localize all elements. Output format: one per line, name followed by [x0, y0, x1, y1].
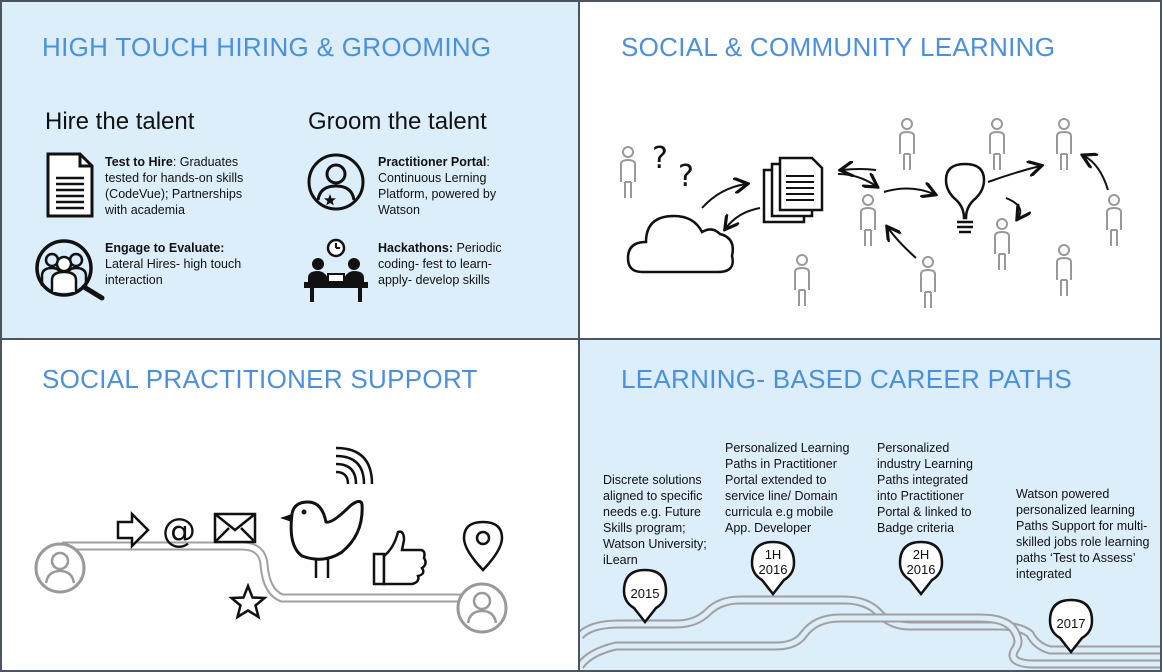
support-title: SOCIAL PRACTITIONER SUPPORT — [42, 364, 478, 394]
group-magnifier-icon — [32, 238, 106, 302]
milestone-2017-label: 2017 — [1056, 616, 1086, 631]
milestone-2015-label: 2015 — [630, 586, 660, 601]
star-icon — [228, 582, 268, 620]
person-icon — [1056, 244, 1072, 297]
map-pin-icon — [1048, 598, 1094, 654]
location-pin-icon — [462, 520, 504, 572]
person-icon — [920, 256, 936, 309]
question-mark-icon: ? — [652, 141, 668, 176]
question-mark-icon: ? — [678, 159, 694, 194]
envelope-icon — [213, 512, 257, 544]
career-title: LEARNING- BASED CAREER PATHS — [621, 364, 1072, 394]
lightbulb-icon — [944, 162, 986, 234]
coders-at-desk-icon — [302, 238, 370, 304]
at-sign-icon: @ — [162, 511, 196, 551]
document-icon — [46, 152, 94, 218]
bird-icon — [280, 499, 364, 578]
user-star-icon — [306, 152, 366, 212]
support-journey-diagram: @ — [2, 442, 578, 662]
map-pin-icon — [898, 540, 944, 596]
map-pin-icon — [750, 540, 796, 596]
milestone-1h2016-label: 1H 2016 — [758, 547, 788, 577]
milestone-1h2016-text: Personalized Learning Paths in Practitio… — [725, 441, 850, 535]
milestone-2015-text: Discrete solutions aligned to specific n… — [603, 473, 707, 567]
milestone-2h2016-label: 2H 2016 — [906, 547, 936, 577]
person-icon — [994, 218, 1010, 271]
engage-to-evaluate-text: Engage to Evaluate: Lateral Hires- high … — [105, 241, 242, 287]
person-icon — [620, 146, 636, 199]
thumbs-up-icon — [372, 530, 427, 586]
person-icon — [899, 118, 915, 171]
person-icon — [989, 118, 1005, 171]
person-icon — [1106, 194, 1122, 247]
hire-heading: Hire the talent — [45, 108, 195, 135]
avatar-start-icon — [34, 542, 86, 594]
person-icon — [1056, 118, 1072, 171]
community-title: SOCIAL & COMMUNITY LEARNING — [621, 32, 1056, 62]
avatar-end-icon — [456, 582, 508, 634]
flow-arrows — [701, 156, 1109, 259]
hackathons-text: Hackathons: Periodic coding- fest to lea… — [378, 241, 502, 287]
milestone-2h2016-text: Personalized industry Learning Paths int… — [877, 441, 973, 535]
milestone-2017-text: Watson powered personalized learning Pat… — [1016, 487, 1150, 581]
cloud-icon — [626, 214, 734, 274]
person-icon — [860, 194, 876, 247]
hiring-title: HIGH TOUCH HIRING & GROOMING — [42, 32, 492, 62]
community-network-diagram: ? ? — [580, 92, 1160, 338]
arrow-right-icon — [116, 510, 150, 550]
documents-icon — [762, 156, 824, 224]
career-road-path — [580, 582, 1160, 670]
horizontal-divider — [2, 338, 1160, 340]
person-icon — [794, 254, 810, 307]
hiring-panel — [2, 2, 578, 338]
test-to-hire-text: Test to Hire: Graduates tested for hands… — [105, 155, 244, 217]
groom-heading: Groom the talent — [308, 108, 487, 135]
vertical-divider — [578, 2, 580, 670]
practitioner-portal-text: Practitioner Portal: Continuous Lerning … — [378, 155, 497, 217]
map-pin-icon — [622, 568, 668, 624]
signal-waves-icon — [335, 446, 374, 485]
